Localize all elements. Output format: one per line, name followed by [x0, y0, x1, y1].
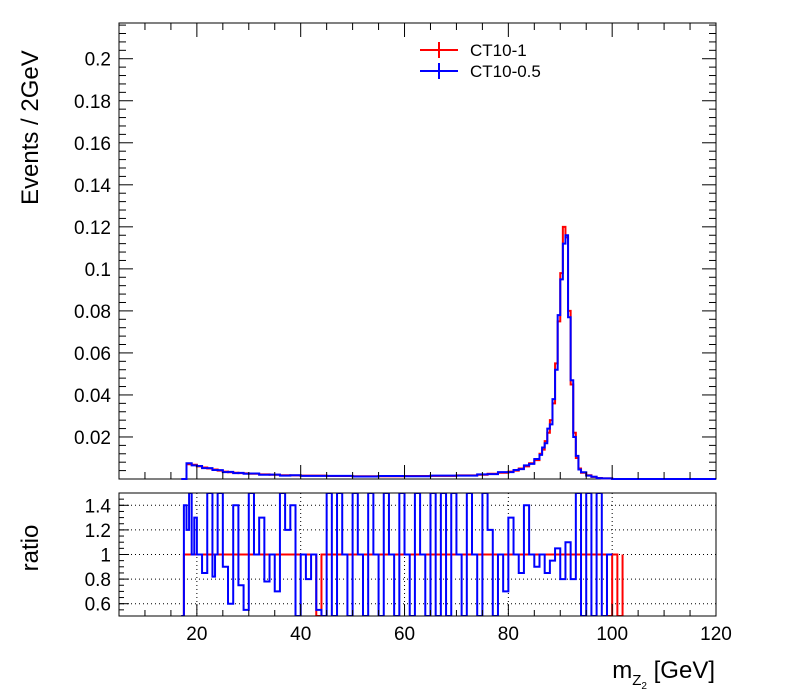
- x-axis-label-sub-2: 2: [641, 681, 647, 692]
- ratio-y-tick-label: 1: [100, 546, 111, 567]
- main-y-axis-label: Events / 2GeV: [17, 50, 44, 205]
- ratio-x-tick-label: 120: [700, 624, 732, 645]
- main-y-tick-label: 0.18: [74, 92, 111, 113]
- legend-label-ct10-0.5: CT10-0.5: [470, 62, 541, 81]
- ratio-y-tick-label: 1.2: [85, 521, 111, 542]
- main-y-tick-label: 0.1: [85, 260, 111, 281]
- ratio-x-axis: 20 40 60 80 100 120: [144, 604, 732, 645]
- ratio-y-tick-label: 1.4: [85, 496, 112, 517]
- main-y-tick-label: 0.14: [74, 176, 111, 197]
- main-y-tick-label: 0.2: [85, 50, 111, 71]
- main-y-tick-label: 0.06: [74, 344, 111, 365]
- ratio-y-axis-label: ratio: [17, 525, 44, 572]
- x-axis-label-m: m: [612, 657, 632, 684]
- legend-entry-ct10-1: CT10-1: [420, 41, 527, 60]
- ratio-y-axis: 0.6 0.8 1 1.2 1.4: [85, 496, 129, 616]
- ratio-x-tick-label: 80: [498, 624, 519, 645]
- main-y-axis: 0.02 0.04 0.06 0.08 0.1 0.12 0.14 0.16 0.18 0.2: [74, 24, 716, 472]
- main-y-tick-label: 0.12: [74, 218, 111, 239]
- ratio-x-tick-label: 40: [290, 624, 311, 645]
- x-axis-label-sub-z: Z: [632, 672, 641, 689]
- ratio-y-tick-label: 0.6: [85, 595, 111, 616]
- x-axis-label: mZ2 [GeV]: [612, 657, 715, 692]
- ratio-series-group: [181, 493, 624, 616]
- legend-label-ct10-1: CT10-1: [470, 41, 527, 60]
- legend: CT10-1 CT10-0.5: [420, 41, 541, 81]
- legend-entry-ct10-0.5: CT10-0.5: [420, 62, 541, 81]
- ratio-x-tick-label: 20: [186, 624, 207, 645]
- ratio-series-ct10-0.5: [181, 493, 613, 616]
- main-series-ct10-0.5: [181, 234, 716, 480]
- main-y-tick-label: 0.16: [74, 134, 111, 155]
- x-axis-label-unit: [GeV]: [647, 657, 715, 684]
- main-panel: 0.02 0.04 0.06 0.08 0.1 0.12 0.14 0.16 0.18 0.2 E…: [17, 22, 717, 480]
- ratio-panel: 0.6 0.8 1 1.2 1.4 20 40 60 80 100 120 ratio: [17, 492, 732, 645]
- main-y-tick-label: 0.04: [74, 386, 111, 407]
- ratio-x-tick-label: 60: [394, 624, 415, 645]
- ratio-y-tick-label: 0.8: [85, 570, 111, 591]
- main-y-tick-label: 0.08: [74, 302, 111, 323]
- main-plot-frame: [118, 22, 717, 480]
- main-y-tick-label: 0.02: [74, 428, 111, 449]
- main-x-ticks: [144, 23, 717, 479]
- main-series-group: [181, 225, 716, 480]
- ratio-x-tick-label: 100: [596, 624, 628, 645]
